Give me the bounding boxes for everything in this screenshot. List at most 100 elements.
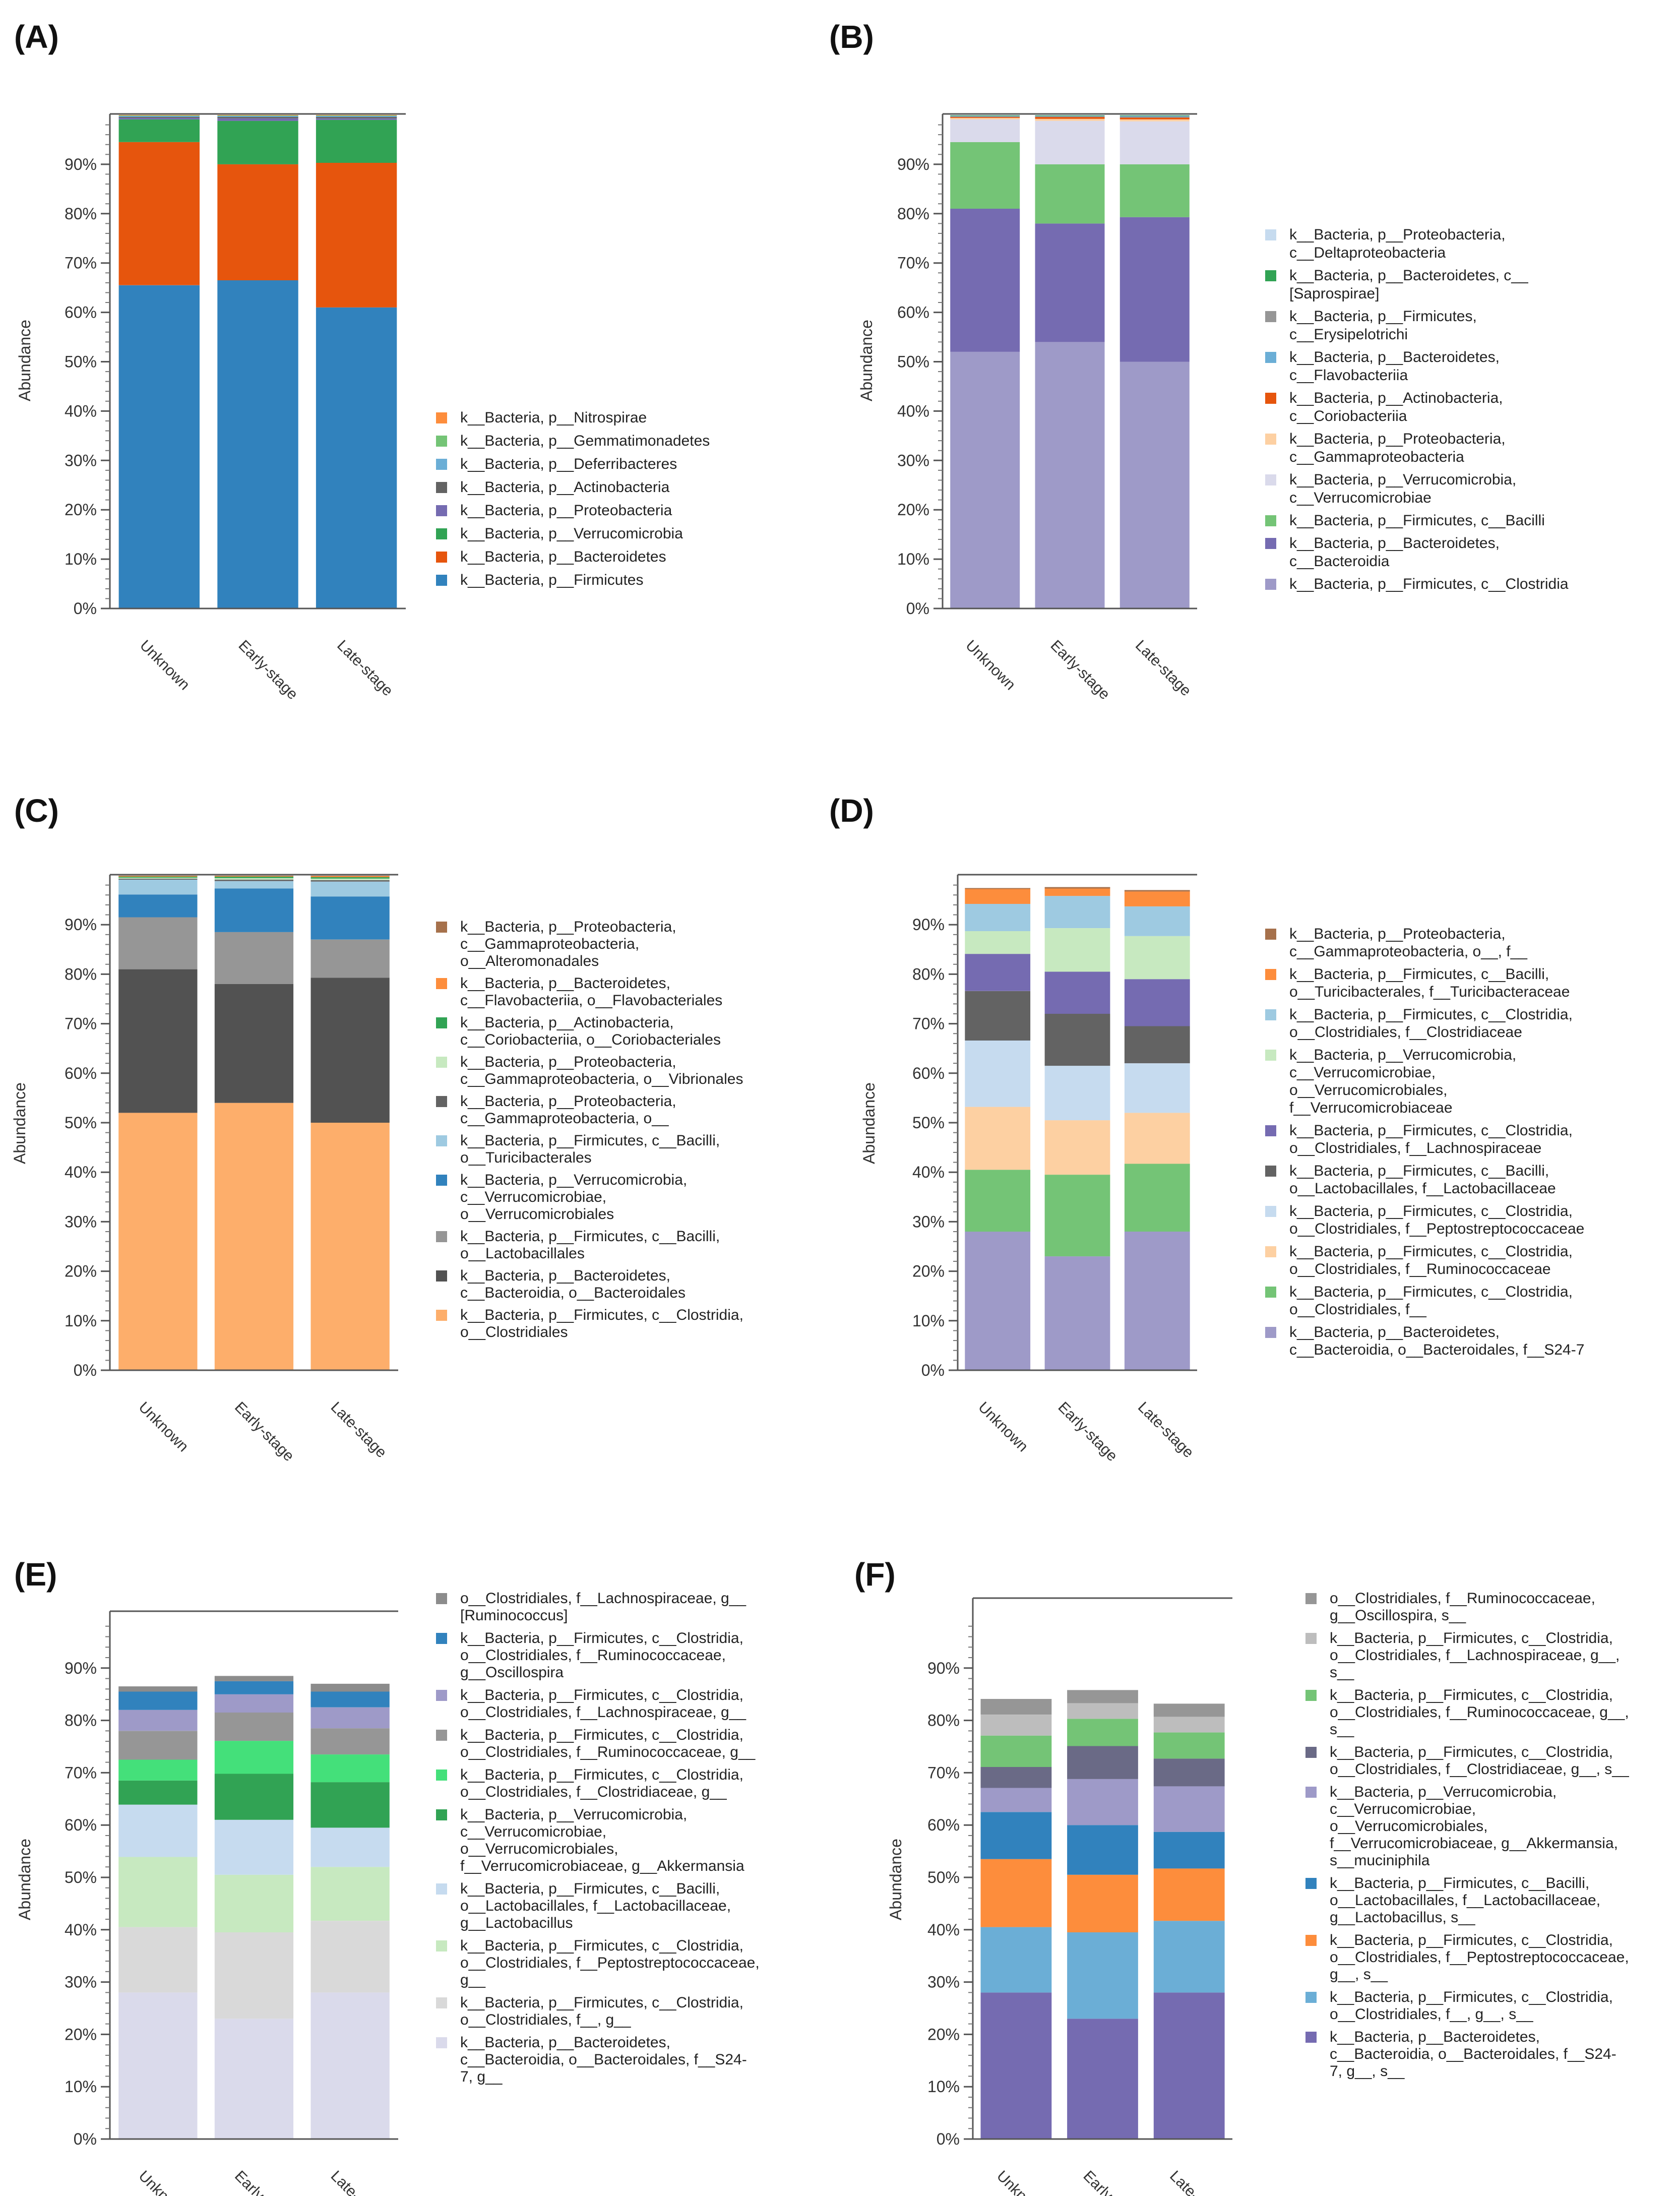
bar-segment (214, 1103, 294, 1370)
legend-label: k__Bacteria, p__Proteobacteria, (1289, 431, 1506, 447)
bar-segment (214, 2019, 294, 2139)
y-tick-label: 0% (937, 2130, 960, 2148)
legend-swatch (436, 528, 447, 539)
x-tick-label: Unknown (137, 637, 193, 694)
legend-label: o__Turicibacterales, f__Turicibacteracea… (1289, 984, 1570, 1000)
legend-swatch (436, 1310, 447, 1321)
x-tick-label: Unknown (135, 1399, 192, 1455)
y-tick-label: 30% (65, 1973, 97, 1991)
legend-swatch (436, 1883, 447, 1895)
legend-label: c__Gammaproteobacteria, o__ (460, 1110, 669, 1127)
bar-segment (118, 1710, 198, 1731)
bar-segment (980, 1788, 1052, 1812)
bar-segment (310, 1683, 390, 1692)
legend-label: o__Verrucomicrobiales, (1330, 1818, 1488, 1835)
bar-segment (316, 116, 397, 118)
y-tick-label: 80% (912, 965, 945, 983)
x-tick-label: Late-stage (1166, 2168, 1229, 2196)
legend: o__Clostridiales, f__Ruminococcaceae,g__… (1305, 1590, 1630, 2080)
bar-segment (214, 876, 294, 878)
legend-label: f__Verrucomicrobiaceae, g__Akkermansia (460, 1858, 744, 1874)
legend-swatch (1265, 352, 1276, 363)
legend-label: o__Lactobacillales, f__Lactobacillaceae (1289, 1180, 1556, 1197)
legend-swatch (436, 1633, 447, 1644)
bar-segment (1035, 115, 1105, 116)
legend-swatch (436, 1690, 447, 1701)
legend-swatch (1265, 474, 1276, 485)
legend-label: g__Lactobacillus (460, 1915, 573, 1931)
bar-segment (950, 351, 1020, 608)
bar-segment (118, 1731, 198, 1760)
legend-label: k__Bacteria, p__Deferribacteres (460, 456, 677, 472)
bar-segment (980, 1715, 1052, 1736)
y-tick-label: 40% (897, 402, 929, 420)
legend-label: [Saprospirae] (1289, 285, 1379, 302)
y-tick-label: 90% (927, 1659, 960, 1677)
bar-segment (980, 1699, 1052, 1715)
bar-segment (118, 1113, 198, 1370)
y-tick-label: 40% (65, 1921, 97, 1939)
legend-label: k__Bacteria, p__Firmicutes, c__Clostridi… (460, 1630, 743, 1646)
legend-swatch (1265, 1050, 1276, 1061)
legend-swatch (436, 459, 447, 470)
bar-segment (1153, 1732, 1225, 1759)
bar-segment (980, 1812, 1052, 1859)
legend-label: k__Bacteria, p__Firmicutes, c__Bacilli (1289, 512, 1545, 529)
legend-label: [Ruminococcus] (460, 1607, 568, 1624)
bar-segment (1035, 223, 1105, 342)
legend-label: o__Clostridiales, f__Ruminococcaceae (1289, 1261, 1551, 1277)
bar-segment (965, 954, 1031, 991)
bar-segment (214, 1774, 294, 1820)
chart-panel: (B) Unknown Early-stage Late-stage 0% 10% 20% 3… (829, 19, 1569, 703)
legend-swatch (1265, 434, 1276, 445)
legend-label: k__Bacteria, p__Verrucomicrobia (460, 525, 683, 542)
bar-segment (1119, 121, 1190, 164)
y-tick-label: 30% (65, 451, 97, 469)
y-tick-label: 30% (65, 1212, 97, 1231)
legend-label: k__Bacteria, p__Firmicutes, c__Clostridi… (1330, 1744, 1613, 1760)
y-tick-label: 40% (65, 1163, 97, 1181)
bar-segment (118, 142, 200, 285)
legend-swatch (436, 922, 447, 933)
bar-segment (214, 1681, 294, 1694)
bar-segment (1153, 1868, 1225, 1921)
legend-swatch (1265, 969, 1276, 980)
bar-segment (214, 932, 294, 984)
bar-segment (980, 1735, 1052, 1767)
legend-label: g__ (460, 1972, 486, 1988)
bar-segment (310, 877, 390, 879)
legend-swatch (436, 1135, 447, 1146)
bar-segment (1124, 890, 1190, 892)
legend-swatch (1265, 538, 1276, 549)
x-tick-label: Unknown (135, 2168, 192, 2196)
legend-label: c__Verrucomicrobiae (1289, 490, 1432, 506)
bar-segment (1067, 1719, 1138, 1746)
legend-label: c__Coriobacteriia, o__Coriobacteriales (460, 1031, 721, 1048)
bar-segment (965, 889, 1031, 904)
bar-segment (316, 307, 397, 608)
bar-segment (965, 1170, 1031, 1232)
bar-segment (310, 1123, 390, 1370)
bar-segment (310, 1992, 390, 2139)
legend: k__Bacteria, p__Proteobacteria,c__Gammap… (1265, 926, 1584, 1358)
bar-segment (1044, 887, 1110, 889)
bar-segment (214, 878, 294, 880)
y-tick-label: 60% (897, 303, 929, 322)
legend-swatch (436, 1231, 447, 1242)
bar-segment (1044, 888, 1110, 896)
y-tick-label: 10% (912, 1312, 945, 1330)
bar-segment (118, 878, 198, 880)
legend-label: k__Bacteria, p__Bacteroidetes, (1289, 349, 1500, 365)
bar-segment (950, 116, 1020, 118)
legend-label: k__Bacteria, p__Gemmatimonadetes (460, 433, 710, 449)
bar-segment (950, 142, 1020, 209)
bar-segment (316, 116, 397, 117)
chart-panel: (A) Unknown Early-stage Late-stage 0% 10% 20% 3… (14, 19, 710, 703)
legend-label: f__Verrucomicrobiaceae (1289, 1100, 1453, 1116)
x-tick-label: Early-stage (1080, 2168, 1146, 2196)
y-tick-label: 70% (897, 254, 929, 272)
legend-label: o__Lactobacillales, f__Lactobacillaceae, (1330, 1892, 1600, 1909)
bar-segment (1119, 164, 1190, 217)
legend-label: o__Clostridiales, f__ (1289, 1301, 1427, 1318)
legend-label: k__Bacteria, p__Firmicutes, c__Clostridi… (1289, 1243, 1573, 1260)
